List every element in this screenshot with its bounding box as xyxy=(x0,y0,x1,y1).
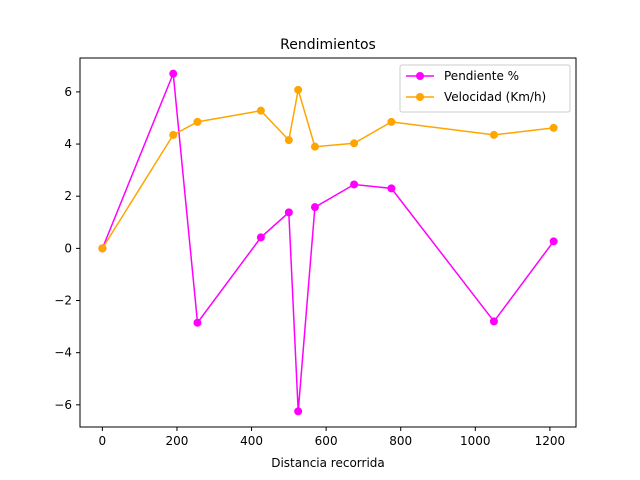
series-1-point xyxy=(489,317,498,326)
x-axis: 0 200 400 600 800 1000 1200 xyxy=(99,427,566,448)
legend-label: Velocidad (Km/h) xyxy=(444,90,546,104)
y-tick-label: 0 xyxy=(64,241,72,255)
series-2-point xyxy=(294,85,303,94)
x-axis-label: Distancia recorrida xyxy=(271,456,385,470)
axes-frame xyxy=(79,57,577,428)
x-tick-label: 600 xyxy=(315,434,338,448)
series-2-point xyxy=(284,136,293,145)
y-axis: −6 −4 −2 0 2 4 6 xyxy=(54,85,80,412)
series-1-point xyxy=(284,208,293,217)
series-2-point xyxy=(489,130,498,139)
y-tick-label: −6 xyxy=(54,398,72,412)
series-2-point xyxy=(350,139,359,148)
series-2-point xyxy=(98,244,107,253)
series-2-point xyxy=(193,117,202,126)
series-line-2 xyxy=(101,89,554,249)
series-1-point xyxy=(387,184,396,193)
series-1-point xyxy=(256,233,265,242)
y-tick-label: 4 xyxy=(64,137,72,151)
plot-area xyxy=(98,69,558,416)
series-2-point xyxy=(387,117,396,126)
x-tick-label: 1200 xyxy=(535,434,566,448)
x-tick-label: 0 xyxy=(99,434,107,448)
series-1-point xyxy=(169,69,178,78)
legend-marker xyxy=(416,72,424,80)
series-1-point xyxy=(294,407,303,416)
series-1-point xyxy=(310,203,319,212)
legend: Pendiente % Velocidad (Km/h) xyxy=(399,64,571,113)
y-tick-label: −2 xyxy=(54,294,72,308)
x-tick-label: 1000 xyxy=(460,434,491,448)
y-tick-label: 6 xyxy=(64,85,72,99)
series-2-point xyxy=(549,123,558,132)
x-tick-label: 200 xyxy=(166,434,189,448)
chart-title: Rendimientos xyxy=(280,37,376,53)
series-2-point xyxy=(256,106,265,115)
series-2-point xyxy=(310,142,319,151)
legend-marker xyxy=(416,93,424,101)
series-1-point xyxy=(549,237,558,246)
series-1-point xyxy=(350,180,359,189)
x-tick-label: 400 xyxy=(240,434,263,448)
series-2-point xyxy=(169,130,178,139)
series-1-point xyxy=(193,318,202,327)
x-tick-label: 800 xyxy=(389,434,412,448)
y-tick-label: 2 xyxy=(64,189,72,203)
legend-box xyxy=(399,64,571,113)
y-tick-label: −4 xyxy=(54,346,72,360)
series-line-1 xyxy=(101,73,555,412)
legend-label: Pendiente % xyxy=(444,69,519,83)
